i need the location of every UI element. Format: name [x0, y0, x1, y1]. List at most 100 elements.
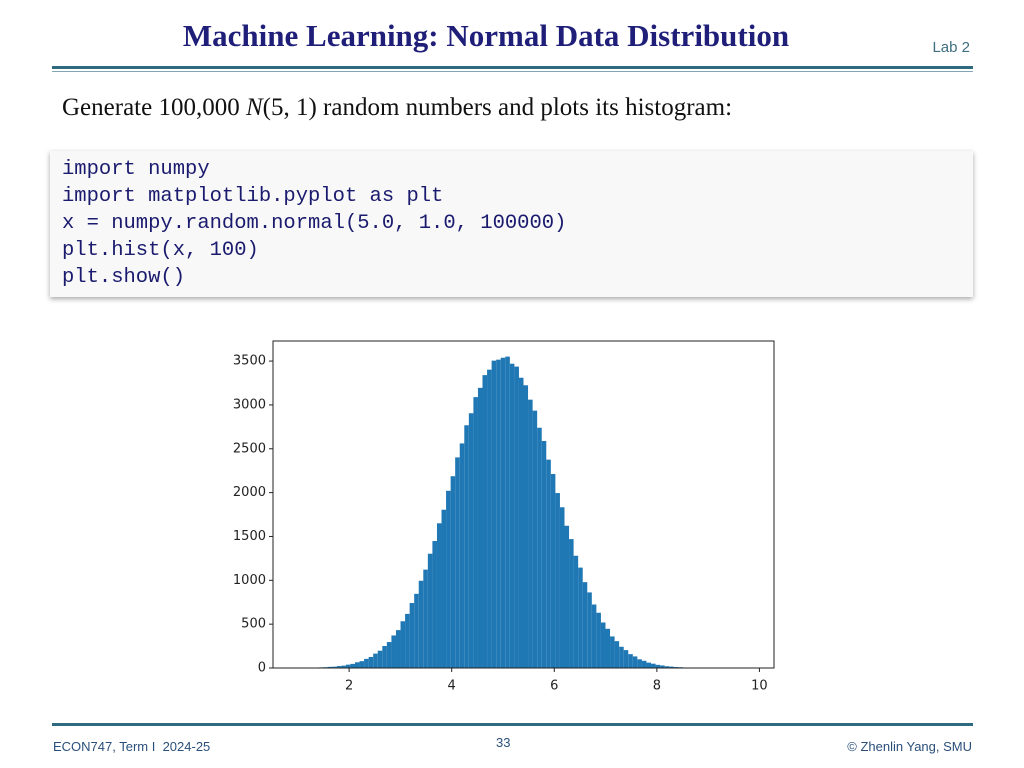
lab-label: Lab 2 [932, 39, 970, 56]
x-tick-label: 6 [550, 679, 558, 694]
bar [477, 387, 483, 668]
bar [391, 635, 396, 668]
bar [491, 360, 497, 668]
bar [496, 359, 501, 668]
bar [373, 653, 378, 668]
bar [400, 621, 406, 668]
bar [414, 593, 419, 668]
bar [559, 507, 565, 668]
y-tick-label: 2000 [233, 485, 266, 500]
footer-rule [52, 723, 973, 726]
slide-title: Machine Learning: Normal Data Distributi… [182, 18, 790, 53]
bar [464, 425, 469, 668]
bar [418, 580, 424, 668]
bar [628, 654, 633, 668]
bar [646, 662, 652, 668]
bar [436, 523, 442, 668]
bar [332, 666, 337, 668]
bar [427, 553, 433, 668]
bar [619, 646, 624, 668]
intro-after: (5, 1) random numbers and plots its hist… [262, 94, 733, 121]
bar [505, 356, 510, 668]
x-tick-label: 4 [448, 679, 456, 694]
bar [546, 459, 551, 668]
page-number: 33 [496, 735, 511, 750]
code-line: plt.show() [62, 266, 186, 289]
y-tick-label: 3500 [233, 354, 266, 369]
bar [614, 641, 620, 668]
bar [468, 413, 474, 668]
intro-italic: N [245, 94, 263, 121]
x-tick-label: 2 [345, 679, 353, 694]
bar [336, 666, 342, 668]
bar [509, 363, 515, 668]
bar [555, 493, 560, 668]
bar [528, 399, 533, 668]
bar [487, 369, 492, 668]
bar [482, 375, 488, 668]
y-tick-label: 1000 [233, 573, 266, 588]
bar [450, 476, 456, 668]
intro-before: Generate 100,000 [62, 94, 246, 121]
code-line: x = numpy.random.normal(5.0, 1.0, 100000… [62, 212, 567, 235]
bar [446, 490, 451, 668]
footer-right: © Zhenlin Yang, SMU [847, 739, 972, 754]
bar [514, 366, 519, 668]
bar [623, 650, 629, 668]
bar [518, 377, 524, 668]
bar [364, 658, 369, 668]
code-line: import matplotlib.pyplot as plt [62, 185, 444, 208]
bar [664, 666, 670, 668]
bar [641, 660, 647, 668]
bar [660, 665, 665, 668]
bar [441, 509, 447, 668]
bar [432, 541, 437, 668]
bar [405, 613, 410, 668]
bar [578, 567, 583, 668]
bar [569, 539, 574, 668]
bar [327, 666, 333, 668]
bar [596, 612, 601, 668]
bar [573, 555, 579, 668]
bar [382, 645, 387, 668]
y-tick-label: 0 [258, 661, 266, 676]
bar [354, 662, 360, 668]
bar [651, 663, 656, 668]
bar [423, 569, 428, 668]
bar [359, 661, 365, 668]
bar [350, 663, 355, 668]
bar [610, 636, 615, 668]
bar [591, 604, 597, 668]
bar [473, 397, 478, 668]
bar [655, 664, 661, 668]
x-tick-label: 8 [653, 679, 661, 694]
code-box [50, 151, 973, 297]
y-tick-label: 1500 [233, 529, 266, 544]
bar [532, 410, 538, 668]
bar [409, 603, 415, 668]
bar [637, 659, 642, 668]
x-tick-label: 10 [751, 679, 768, 694]
bar [537, 427, 542, 668]
y-tick-label: 3000 [233, 397, 266, 412]
bar [564, 525, 570, 668]
bar [500, 357, 506, 668]
bar [377, 650, 383, 668]
bar [455, 457, 460, 668]
intro-text: Generate 100,000 N(5, 1) random numbers … [62, 94, 732, 122]
bar [459, 443, 465, 668]
bar [341, 665, 346, 668]
bar [550, 474, 556, 668]
bar [386, 642, 392, 668]
bar [523, 385, 529, 668]
y-tick-label: 500 [241, 617, 266, 632]
code-line: plt.hist(x, 100) [62, 239, 259, 262]
plot-frame [272, 340, 775, 669]
bar [605, 628, 611, 668]
bar [669, 666, 674, 668]
bar [541, 440, 547, 668]
y-tick-label: 2500 [233, 441, 266, 456]
bar [632, 656, 638, 668]
